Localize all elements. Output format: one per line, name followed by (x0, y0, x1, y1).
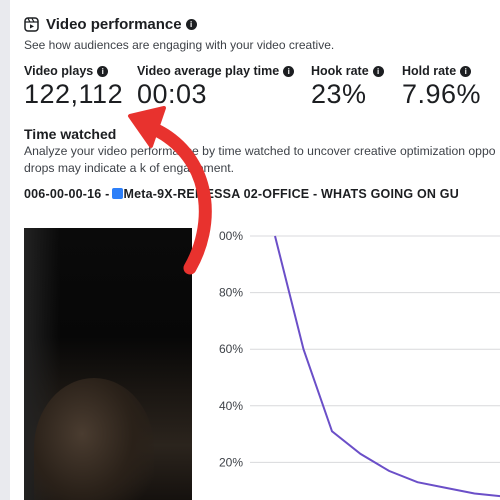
time-watched-description: Analyze your video performance by time w… (24, 144, 496, 175)
info-icon[interactable]: i (185, 19, 197, 30)
card-subtitle: See how audiences are engaging with your… (24, 38, 335, 52)
card-title: Video performance (46, 16, 182, 33)
card-header: Video performance i (24, 16, 197, 33)
y-tick-label: 00% (219, 229, 243, 243)
metric-value: 122,112 (24, 79, 124, 109)
metric-hold-rate: Hold rate i 7.96% (402, 64, 481, 110)
blue-square-icon (111, 188, 123, 199)
metric-label: Hook rate (311, 64, 369, 78)
metric-average-play-time: Video average play time i 00:03 (137, 64, 295, 110)
time-watched-title: Time watched (24, 126, 117, 142)
info-icon[interactable]: i (460, 66, 472, 77)
metric-value: 7.96% (402, 79, 482, 109)
retention-line (274, 235, 500, 498)
metric-label: Hold rate (402, 64, 457, 78)
info-icon[interactable]: i (97, 66, 109, 77)
info-icon[interactable]: i (283, 66, 295, 77)
info-icon[interactable]: i (372, 66, 384, 77)
metric-label: Video average play time (137, 64, 280, 78)
metric-label: Video plays (24, 64, 94, 78)
y-tick-label: 80% (219, 286, 243, 300)
y-tick-label: 60% (219, 342, 243, 356)
metric-value: 00:03 (137, 79, 208, 109)
time-watched-chart: 00% 80% 60% 40% 20% (219, 229, 500, 498)
y-tick-label: 40% (219, 399, 243, 413)
metric-hook-rate: Hook rate i 23% (311, 64, 384, 110)
y-tick-label: 20% (219, 455, 243, 469)
video-performance-card: Video performance i See how audiences ar… (10, 0, 500, 500)
video-reel-icon (24, 17, 39, 32)
video-thumbnail[interactable] (24, 228, 192, 500)
video-frame-figure (34, 378, 154, 500)
metric-video-plays: Video plays i 122,112 (24, 64, 123, 110)
video-title[interactable]: 006-00-00-16 - Meta-9X-REMESSA 02-OFFICE … (24, 187, 459, 201)
metric-value: 23% (311, 79, 367, 109)
